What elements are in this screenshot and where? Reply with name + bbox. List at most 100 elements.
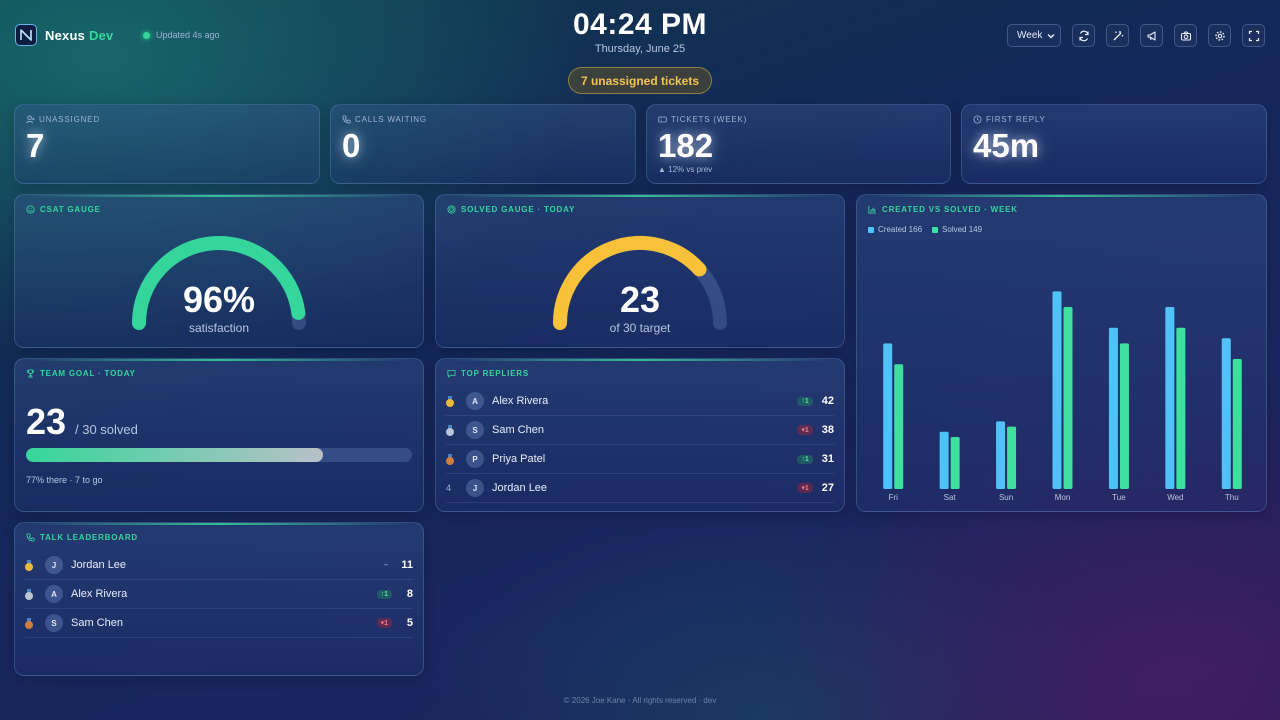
bar-created[interactable] bbox=[883, 343, 893, 489]
agent-name: Jordan Lee bbox=[71, 559, 127, 571]
reply-count: 27 bbox=[821, 482, 834, 494]
agent-name: Sam Chen bbox=[71, 617, 123, 629]
bar-created[interactable] bbox=[996, 421, 1006, 489]
panel-title: TOP REPLIERS bbox=[447, 369, 529, 378]
trend-badge: – bbox=[384, 561, 388, 569]
camera-icon bbox=[1180, 30, 1191, 41]
clock-date: Thursday, June 25 bbox=[594, 43, 686, 55]
avatar: J bbox=[466, 479, 484, 497]
reply-count: 38 bbox=[821, 424, 834, 436]
stat-card-calls-waiting[interactable]: CALLS WAITING 0 bbox=[330, 104, 636, 184]
screenshot-button[interactable] bbox=[1174, 24, 1197, 47]
trend-badge: ▾1 bbox=[797, 425, 813, 435]
csat-gauge: 96% satisfaction bbox=[15, 223, 423, 343]
refresh-button[interactable] bbox=[1072, 24, 1095, 47]
gauge-fill bbox=[553, 236, 707, 330]
agent-name: Sam Chen bbox=[492, 424, 544, 436]
trend-badge: ↑1 bbox=[797, 396, 813, 406]
avatar: P bbox=[466, 450, 484, 468]
talk-leaderboard-panel: TALK LEADERBOARD J Jordan Lee – 11 A Ale… bbox=[14, 522, 424, 676]
goal-progress-bar bbox=[26, 448, 412, 462]
range-select[interactable]: Week bbox=[1007, 24, 1061, 47]
panel-title: TEAM GOAL · TODAY bbox=[26, 369, 136, 378]
solved-gauge-arc bbox=[553, 236, 727, 330]
bar-created[interactable] bbox=[939, 431, 949, 489]
top-bar: Nexus Dev Updated 4s ago 04:24 PM Thursda… bbox=[0, 0, 1280, 100]
top-repliers-panel: TOP REPLIERS A Alex Rivera ↑1 42 S Sam C… bbox=[435, 358, 845, 512]
goal-note: 77% there · 7 to go bbox=[26, 475, 103, 485]
nexus-logo-icon bbox=[15, 24, 37, 46]
clock-time: 04:24 PM bbox=[572, 8, 708, 41]
agent-name: Alex Rivera bbox=[492, 395, 549, 407]
stat-card-unassigned[interactable]: UNASSIGNED 7 bbox=[14, 104, 320, 184]
announce-button[interactable] bbox=[1140, 24, 1163, 47]
stat-value: 182 bbox=[658, 127, 714, 164]
panel-title: CREATED VS SOLVED · WEEK bbox=[868, 205, 1018, 214]
rank-number: 4 bbox=[446, 483, 452, 493]
list-item[interactable]: S Sam Chen ▾1 38 bbox=[446, 416, 834, 445]
bar-solved[interactable] bbox=[1063, 307, 1073, 489]
legend-swatch bbox=[932, 226, 939, 233]
smile-icon bbox=[26, 205, 35, 214]
goal-value: 23 bbox=[26, 401, 67, 442]
created-vs-solved-chart: Fri Sat Sun Mon Tue Wed Thu bbox=[883, 291, 1242, 502]
goal-target: / 30 solved bbox=[75, 422, 138, 437]
clock-icon bbox=[973, 115, 982, 124]
target-icon bbox=[447, 205, 456, 214]
stat-label: UNASSIGNED bbox=[26, 115, 100, 124]
stat-card-first-reply[interactable]: FIRST REPLY 45m bbox=[961, 104, 1267, 184]
call-count: 11 bbox=[401, 559, 413, 571]
brand: Nexus Dev bbox=[15, 24, 113, 46]
magic-wand-icon bbox=[1113, 30, 1123, 40]
stat-label: TICKETS (WEEK) bbox=[658, 115, 747, 124]
bar-solved[interactable] bbox=[1007, 426, 1017, 489]
bar-solved[interactable] bbox=[1176, 327, 1186, 489]
fullscreen-button[interactable] bbox=[1242, 24, 1265, 47]
magic-button[interactable] bbox=[1106, 24, 1129, 47]
legend-swatch bbox=[868, 226, 874, 233]
agent-name: Priya Patel bbox=[492, 453, 546, 465]
bar-solved[interactable] bbox=[1232, 359, 1242, 489]
megaphone-icon bbox=[1146, 30, 1156, 41]
bar-created[interactable] bbox=[1165, 307, 1175, 489]
agent-name: Alex Rivera bbox=[71, 588, 128, 600]
bar-created[interactable] bbox=[1052, 291, 1062, 489]
stat-card-tickets-week[interactable]: TICKETS (WEEK) 182 ▲ 12% vs prev bbox=[646, 104, 951, 184]
reply-count: 42 bbox=[821, 395, 834, 407]
list-item[interactable]: S Sam Chen ▾1 5 bbox=[25, 609, 413, 638]
updated-text: Updated 4s ago bbox=[156, 30, 220, 40]
gold-medal-icon bbox=[25, 560, 33, 571]
reply-count: 31 bbox=[821, 453, 834, 465]
bar-solved[interactable] bbox=[894, 364, 904, 489]
call-count: 5 bbox=[406, 617, 413, 629]
x-tick-label: Fri bbox=[889, 493, 899, 502]
legend-item-created[interactable]: Created 166 bbox=[868, 225, 922, 234]
legend-item-solved[interactable]: Solved 149 bbox=[932, 225, 982, 234]
rank-medal bbox=[446, 454, 466, 465]
stat-value: 45m bbox=[973, 127, 1040, 164]
bar-created[interactable] bbox=[1221, 338, 1231, 489]
x-tick-label: Tue bbox=[1112, 493, 1126, 502]
list-item[interactable]: 4 J Jordan Lee ▾1 27 bbox=[446, 474, 834, 503]
list-item[interactable]: P Priya Patel ↑1 31 bbox=[446, 445, 834, 474]
rank-medal bbox=[446, 425, 466, 436]
list-item[interactable]: A Alex Rivera ↑1 42 bbox=[446, 387, 834, 416]
bar-chart-icon bbox=[868, 205, 877, 214]
bar-solved[interactable] bbox=[950, 437, 960, 489]
rank-medal bbox=[25, 618, 45, 629]
bar-created[interactable] bbox=[1108, 327, 1118, 489]
x-tick-label: Mon bbox=[1055, 493, 1071, 502]
bar-solved[interactable] bbox=[1119, 343, 1129, 489]
refresh-icon bbox=[1078, 30, 1089, 41]
unassigned-alert[interactable]: 7 unassigned tickets bbox=[568, 67, 712, 94]
avatar: J bbox=[45, 556, 63, 574]
avatar: A bbox=[466, 392, 484, 410]
list-item[interactable]: A Alex Rivera ↑1 8 bbox=[25, 580, 413, 609]
list-item[interactable]: J Jordan Lee – 11 bbox=[25, 551, 413, 580]
stat-value: 7 bbox=[26, 127, 45, 164]
csat-caption: satisfaction bbox=[188, 321, 250, 335]
settings-button[interactable] bbox=[1208, 24, 1231, 47]
gauge-fill bbox=[132, 236, 306, 330]
chevron-down-icon bbox=[1047, 33, 1055, 38]
solved-gauge-panel: SOLVED GAUGE · TODAY 23 of 30 target bbox=[435, 194, 845, 348]
